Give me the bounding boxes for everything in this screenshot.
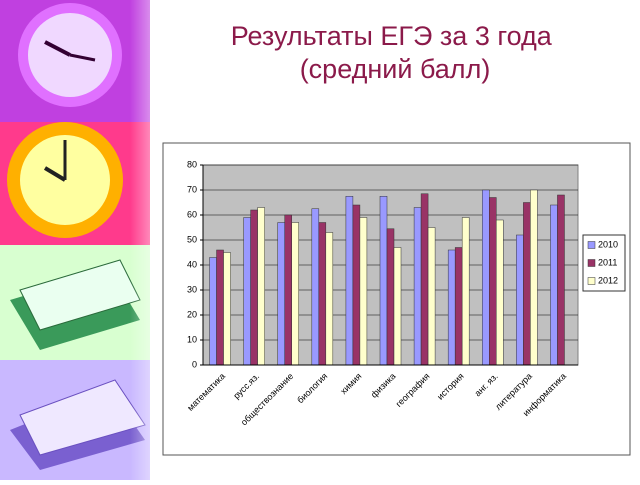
bar <box>277 222 285 366</box>
bar <box>209 257 217 366</box>
bar <box>516 234 524 366</box>
bar <box>454 247 463 366</box>
bar <box>250 209 258 366</box>
y-tick-label: 80 <box>187 159 197 169</box>
bar <box>496 219 504 366</box>
y-tick-label: 60 <box>187 209 197 219</box>
y-tick-label: 70 <box>187 184 197 194</box>
bar <box>325 232 334 366</box>
bar <box>223 252 231 366</box>
bar <box>345 196 354 366</box>
bar <box>482 189 490 366</box>
bar <box>379 196 388 366</box>
y-tick-label: 30 <box>187 284 197 294</box>
slide-title: Результаты ЕГЭ за 3 года (средний балл) <box>231 21 560 84</box>
bar <box>386 228 395 366</box>
bar <box>420 193 429 366</box>
bar <box>530 189 538 366</box>
legend-label: 2011 <box>598 257 617 267</box>
bar <box>243 217 251 366</box>
bar <box>216 249 224 366</box>
legend-swatch <box>587 277 596 285</box>
bar <box>393 247 402 366</box>
bar <box>359 217 368 366</box>
y-tick-label: 0 <box>192 359 197 369</box>
bar <box>427 227 436 366</box>
bar <box>447 249 456 366</box>
bar <box>557 194 565 366</box>
bar <box>257 207 265 366</box>
y-tick-label: 50 <box>187 234 197 244</box>
bar <box>352 204 361 366</box>
side-images <box>0 0 180 480</box>
bar <box>523 202 531 366</box>
legend-swatch <box>587 241 596 249</box>
bar <box>291 222 299 366</box>
bar <box>461 217 470 366</box>
bar <box>489 197 497 366</box>
bar <box>318 222 327 366</box>
legend-label: 2012 <box>598 275 618 285</box>
bar <box>413 207 422 366</box>
bar <box>550 204 558 366</box>
y-tick-label: 10 <box>187 334 197 344</box>
bar <box>311 208 320 366</box>
y-tick-label: 20 <box>187 309 197 319</box>
bar <box>284 214 292 366</box>
legend-swatch <box>587 259 596 267</box>
y-tick-label: 40 <box>187 259 197 269</box>
legend-label: 2010 <box>598 239 618 249</box>
